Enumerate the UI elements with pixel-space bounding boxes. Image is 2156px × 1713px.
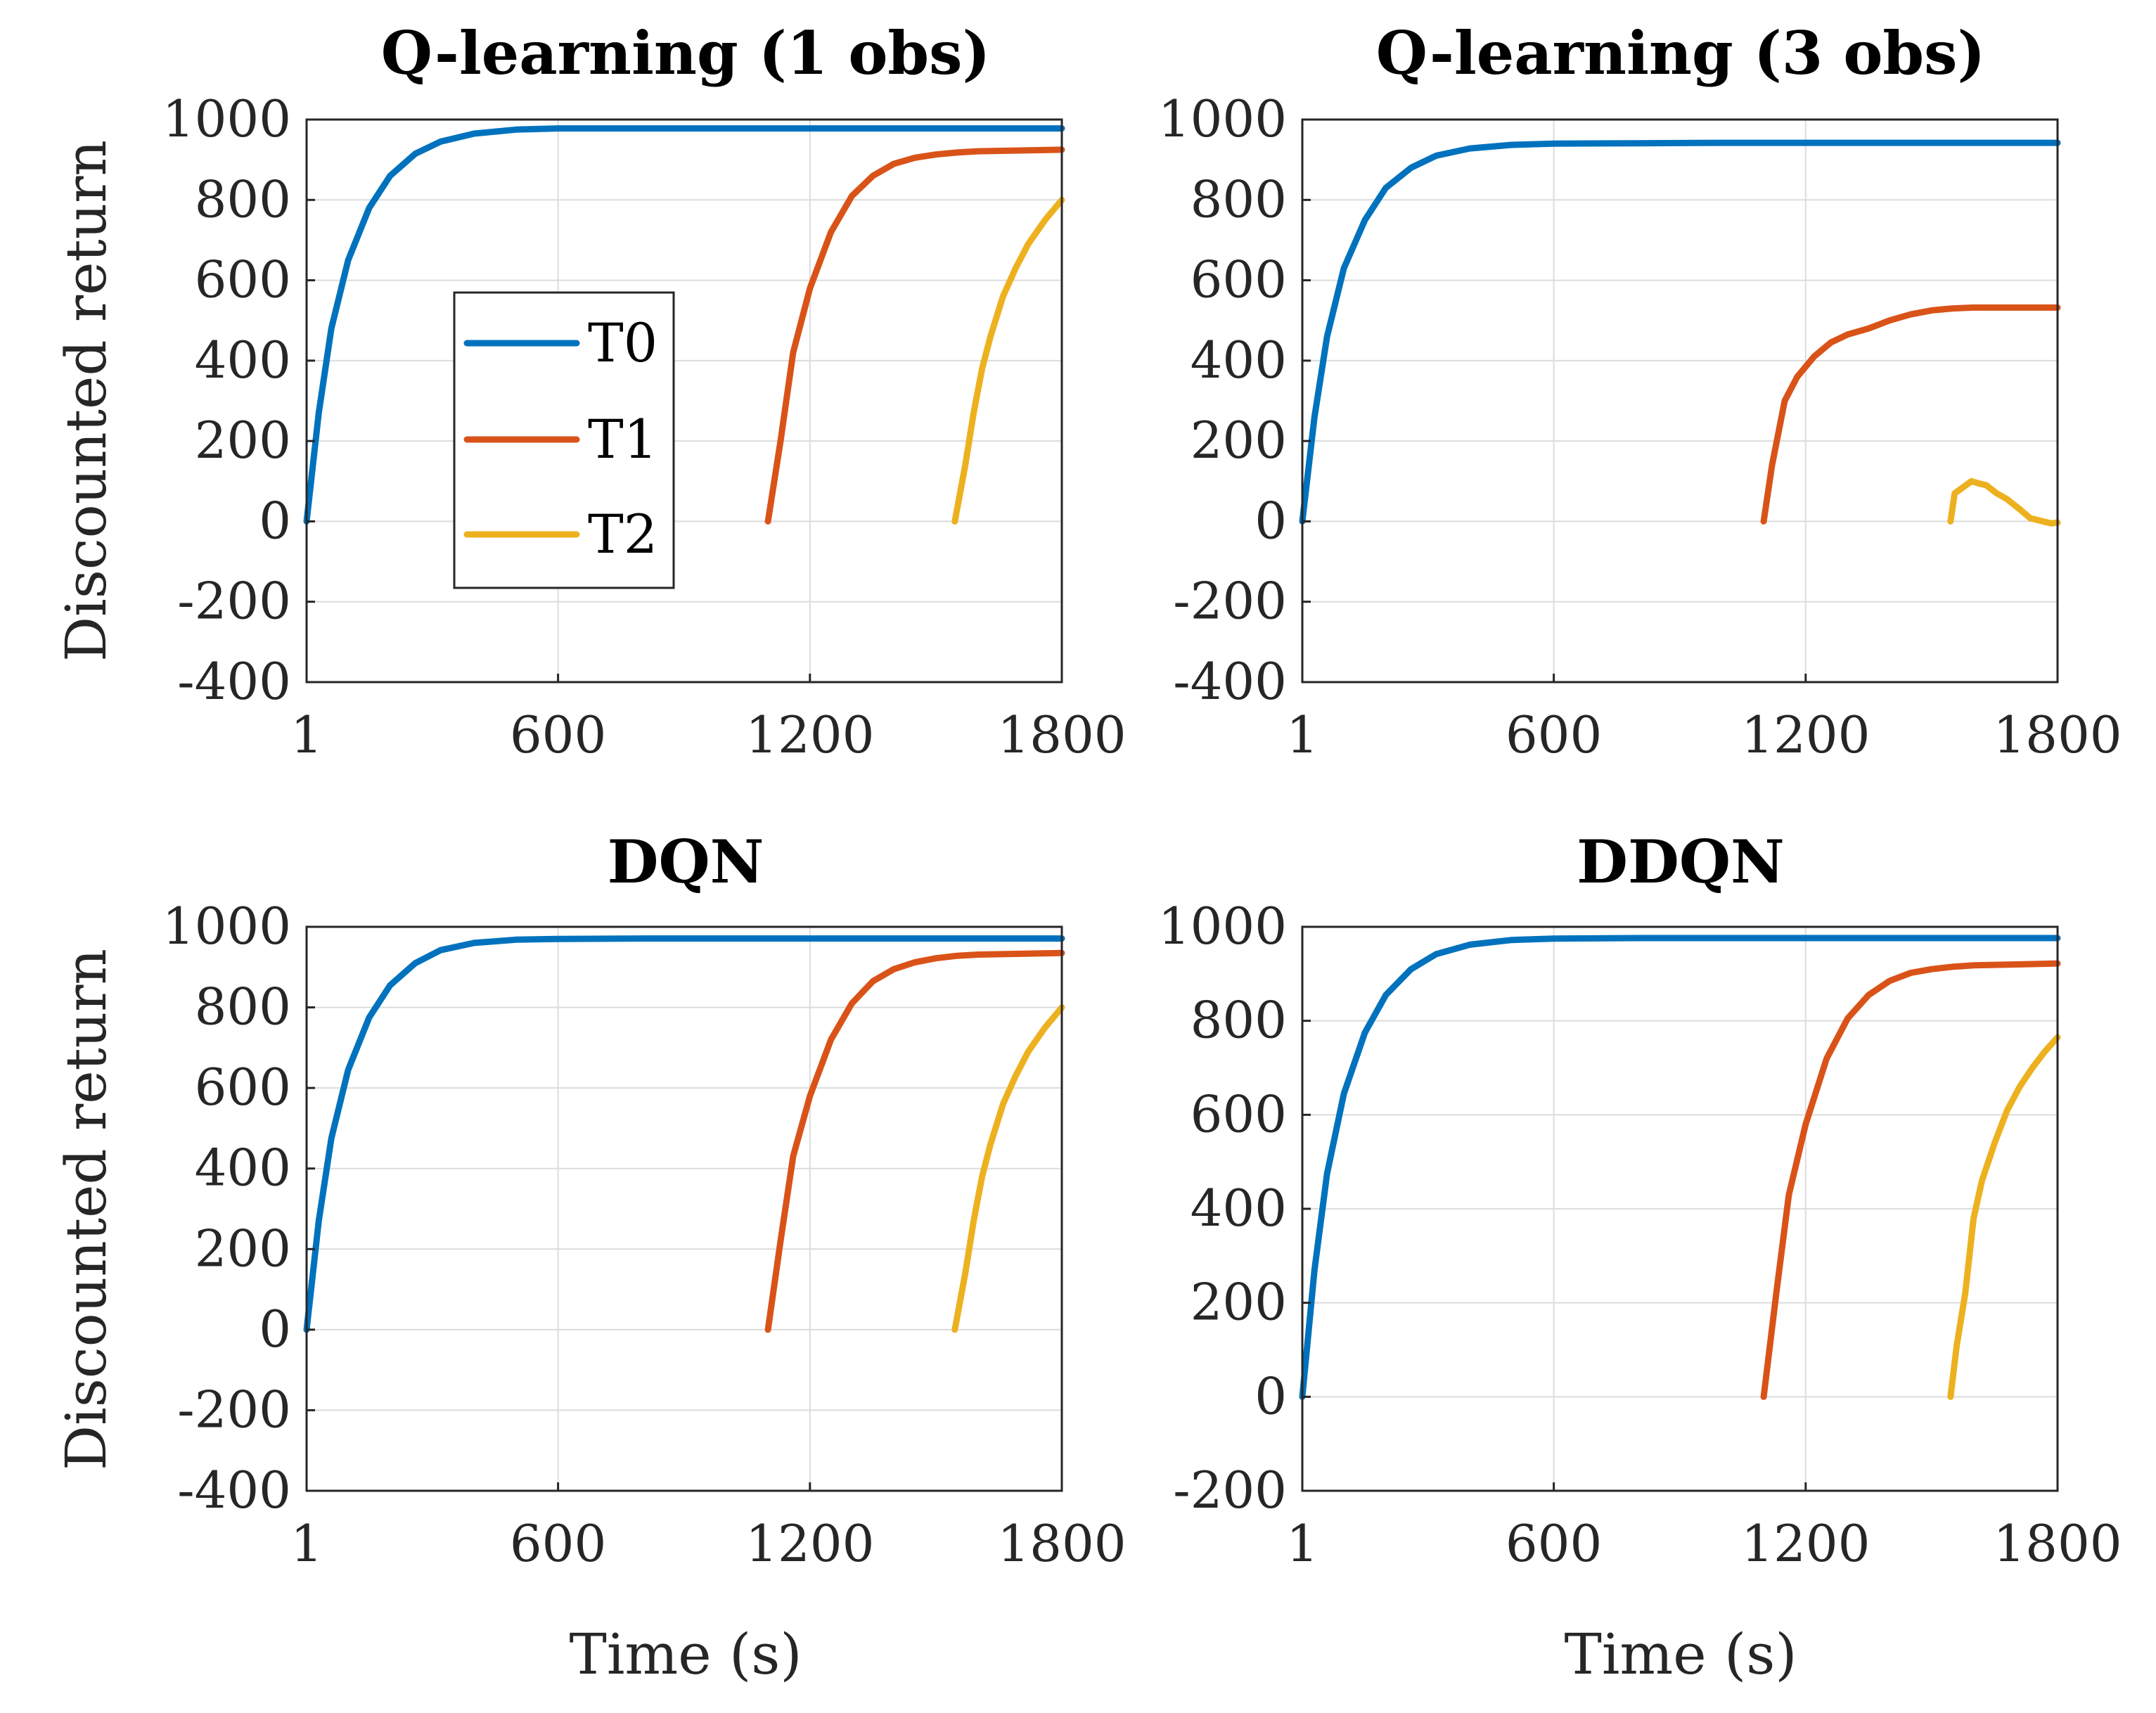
x-tick-label: 1 [1286, 705, 1318, 764]
panel-ddqn: DDQN 1 600 1200 1800 1000 800 600 400 200 0 -200 T… [1158, 827, 2122, 1687]
y-tick-label: 600 [195, 1058, 291, 1117]
panel-title: Q-learning (3 obs) [1376, 18, 1985, 88]
series-line-t0 [303, 935, 1065, 1333]
x-tick-label: 1200 [1741, 705, 1870, 764]
y-tick-label: -400 [177, 652, 291, 711]
axes-box [305, 118, 1063, 684]
tick-labels: 1 600 1200 1800 1000 800 600 400 200 0 -200 -400 [162, 897, 1127, 1573]
y-tick-label: 0 [1255, 1366, 1287, 1425]
series-group [303, 125, 1065, 525]
tick-labels: 1 600 1200 1800 1000 800 600 400 200 0 -200 -400 [162, 89, 1127, 764]
axes-box [305, 925, 1063, 1492]
y-tick-label: 1000 [1158, 897, 1287, 956]
y-tick-label: 1000 [162, 89, 291, 148]
y-tick-label: 400 [195, 331, 291, 390]
x-tick-label: 1200 [1741, 1514, 1870, 1573]
y-tick-label: 400 [1191, 331, 1287, 390]
legend-label-t1: T1 [588, 408, 657, 470]
axes-box [1301, 118, 2059, 684]
x-tick-label: 600 [510, 1514, 606, 1573]
series-line-t1 [1760, 304, 2061, 525]
y-tick-label: 800 [1191, 991, 1287, 1050]
y-tick-label: -400 [177, 1461, 291, 1520]
y-tick-label: 400 [1191, 1179, 1287, 1238]
y-tick-label: 600 [195, 250, 291, 309]
x-tick-label: 1800 [997, 705, 1126, 764]
series-line-t2 [1947, 1034, 2061, 1400]
panel-dqn: DQN 1 600 1200 1800 1000 800 600 400 200 0 -200 -40… [53, 827, 1127, 1687]
y-tick-label: 200 [1191, 411, 1287, 470]
y-tick-label: 0 [259, 491, 291, 550]
series-line-t2 [1947, 477, 2061, 527]
series-line-t0 [303, 125, 1065, 525]
y-tick-label: -400 [1173, 652, 1287, 711]
panel-q-learning-1-obs: Q-learning (1 obs) 1 600 1200 1800 1000 800 60… [53, 18, 1127, 764]
series-line-t0 [1299, 139, 2061, 525]
series-line-t1 [764, 949, 1065, 1333]
legend: T0 T1 T2 [453, 291, 675, 589]
legend-label-t0: T0 [588, 312, 657, 374]
series-line-t1 [764, 146, 1065, 525]
y-tick-label: 600 [1191, 250, 1287, 309]
x-tick-label: 1800 [997, 1514, 1126, 1573]
tick-labels: 1 600 1200 1800 1000 800 600 400 200 0 -200 -400 [1158, 89, 2122, 764]
y-tick-label: -200 [177, 1380, 291, 1439]
y-tick-label: 1000 [162, 897, 291, 956]
y-tick-label: -200 [177, 572, 291, 631]
x-tick-label: 600 [1506, 1514, 1602, 1573]
y-tick-label: 600 [1191, 1084, 1287, 1143]
x-axis-label: Time (s) [569, 1622, 802, 1687]
y-tick-label: 200 [195, 411, 291, 470]
legend-label-t2: T2 [588, 503, 657, 565]
panel-title: DQN [608, 827, 764, 897]
x-tick-label: 1 [1286, 1514, 1318, 1573]
series-line-t1 [1760, 960, 2061, 1400]
series-group [1299, 935, 2061, 1400]
series-line-t2 [951, 196, 1065, 525]
tick-labels: 1 600 1200 1800 1000 800 600 400 200 0 -200 [1158, 897, 2122, 1573]
x-tick-label: 1800 [1993, 1514, 2122, 1573]
y-tick-label: 800 [1191, 169, 1287, 229]
grid [1302, 926, 2058, 1491]
panel-q-learning-3-obs: Q-learning (3 obs) 1 600 1200 1800 1000 800 60… [1158, 18, 2122, 764]
grid [306, 926, 1063, 1491]
y-tick-label: 800 [195, 977, 291, 1037]
series-line-t0 [1299, 935, 2061, 1400]
y-tick-label: 0 [259, 1300, 291, 1359]
y-tick-label: -200 [1173, 1461, 1287, 1520]
series-group [1299, 139, 2061, 527]
y-axis-label: Discounted return [53, 140, 119, 662]
x-axis-label: Time (s) [1564, 1622, 1797, 1687]
y-axis-label: Discounted return [53, 949, 119, 1470]
y-tick-label: 200 [1191, 1273, 1287, 1332]
y-tick-label: 800 [195, 169, 291, 229]
y-tick-label: 400 [195, 1138, 291, 1198]
panel-title: DDQN [1577, 827, 1785, 897]
x-tick-label: 600 [510, 705, 606, 764]
x-tick-label: 600 [1506, 705, 1602, 764]
y-tick-label: -200 [1173, 572, 1287, 631]
grid [1302, 119, 2058, 683]
x-tick-label: 1800 [1993, 705, 2122, 764]
y-tick-label: 0 [1255, 491, 1287, 550]
series-line-t2 [951, 1004, 1065, 1333]
x-tick-label: 1200 [745, 705, 874, 764]
y-tick-label: 200 [195, 1219, 291, 1278]
series-group [303, 935, 1065, 1333]
x-tick-label: 1200 [745, 1514, 874, 1573]
y-tick-label: 1000 [1158, 89, 1287, 148]
grid [306, 119, 1063, 683]
panel-title: Q-learning (1 obs) [381, 18, 990, 88]
x-tick-label: 1 [290, 705, 323, 764]
x-tick-label: 1 [290, 1514, 323, 1573]
